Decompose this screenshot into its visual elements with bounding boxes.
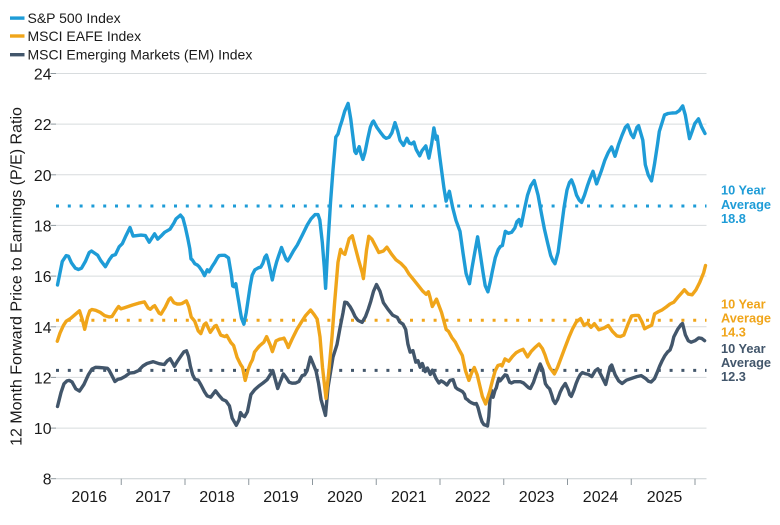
- svg-text:12 Month Forward Price to Earn: 12 Month Forward Price to Earnings (P/E)…: [9, 107, 26, 446]
- svg-text:10: 10: [34, 421, 52, 438]
- svg-text:16: 16: [34, 269, 52, 286]
- svg-text:MSCI Emerging Markets (EM) Ind: MSCI Emerging Markets (EM) Index: [28, 47, 253, 63]
- svg-text:22: 22: [34, 117, 52, 134]
- svg-text:14: 14: [34, 320, 52, 337]
- svg-text:2017: 2017: [135, 489, 171, 506]
- svg-text:20: 20: [34, 168, 52, 185]
- svg-text:2025: 2025: [647, 489, 683, 506]
- svg-text:18: 18: [34, 218, 52, 235]
- svg-text:2019: 2019: [263, 489, 299, 506]
- svg-text:24: 24: [34, 67, 52, 84]
- svg-text:2023: 2023: [519, 489, 555, 506]
- svg-text:12: 12: [34, 370, 52, 387]
- svg-text:2018: 2018: [199, 489, 235, 506]
- svg-text:2020: 2020: [327, 489, 363, 506]
- svg-text:2024: 2024: [583, 489, 619, 506]
- svg-text:S&P 500 Index: S&P 500 Index: [28, 10, 121, 26]
- svg-text:2022: 2022: [455, 489, 491, 506]
- svg-text:2021: 2021: [391, 489, 427, 506]
- svg-text:MSCI EAFE Index: MSCI EAFE Index: [28, 28, 142, 44]
- svg-text:2016: 2016: [71, 489, 107, 506]
- svg-text:8: 8: [43, 472, 52, 489]
